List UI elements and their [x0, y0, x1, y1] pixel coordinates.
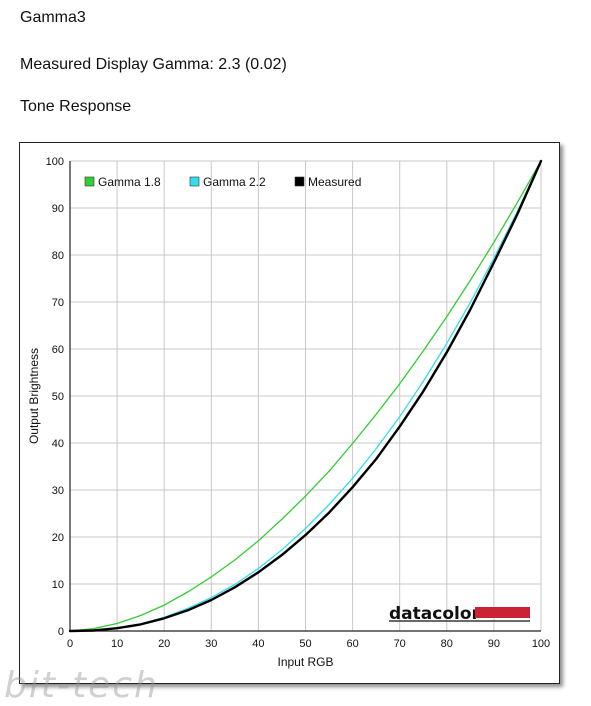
y-tick-label: 60	[52, 344, 64, 356]
x-tick-label: 20	[158, 638, 170, 650]
legend-swatch	[189, 176, 200, 187]
x-tick-label: 100	[532, 638, 550, 650]
axes: Input RGB Output Brightness 0 10 20 30 40 50 6…	[27, 156, 550, 669]
legend-label: Gamma 1.8	[98, 175, 161, 189]
y-tick-label: 70	[52, 297, 64, 309]
x-tick-label: 70	[394, 638, 406, 650]
series-line-gamma-1-8	[69, 160, 542, 632]
y-tick-label: 10	[52, 579, 64, 591]
y-tick-label: 80	[52, 250, 64, 262]
legend-label: Measured	[308, 175, 361, 189]
x-tick-label: 10	[111, 638, 123, 650]
measured-gamma-label: Measured Display Gamma: 2.3 (0.02)	[20, 56, 287, 73]
legend-swatch	[84, 176, 95, 187]
y-tick-label: 50	[52, 391, 64, 403]
legend-swatch	[294, 176, 305, 187]
x-tick-label: 50	[299, 638, 311, 650]
x-tick-label: 30	[205, 638, 217, 650]
datacolor-logo-text: datacolor	[389, 604, 481, 624]
grid	[69, 160, 542, 632]
y-tick-label: 30	[52, 485, 64, 497]
datacolor-logo: datacolor	[389, 604, 530, 624]
y-tick-label: 100	[46, 156, 64, 168]
y-axis-title: Output Brightness	[27, 348, 41, 444]
watermark: bit-tech	[4, 665, 159, 706]
chart-frame: Input RGB Output Brightness 0 10 20 30 40 50 6…	[19, 142, 560, 684]
section-title: Tone Response	[20, 98, 132, 115]
y-tick-label: 0	[58, 626, 64, 638]
series-line-measured	[68, 159, 543, 633]
legend: Gamma 1.8 Gamma 2.2 Measured	[84, 175, 361, 189]
y-tick-label: 40	[52, 438, 64, 450]
x-tick-label: 90	[488, 638, 500, 650]
x-tick-label: 80	[441, 638, 453, 650]
x-axis-title: Input RGB	[277, 655, 333, 669]
datacolor-logo-bar	[475, 607, 530, 618]
series-lines	[68, 159, 543, 633]
y-tick-label: 20	[52, 532, 64, 544]
x-tick-label: 40	[252, 638, 264, 650]
y-tick-label: 90	[52, 203, 64, 215]
legend-label: Gamma 2.2	[203, 175, 266, 189]
report-title: Gamma3	[20, 9, 86, 26]
x-tick-label: 0	[67, 638, 73, 650]
x-tick-label: 60	[346, 638, 358, 650]
tone-response-chart: Input RGB Output Brightness 0 10 20 30 40 50 6…	[27, 156, 550, 669]
